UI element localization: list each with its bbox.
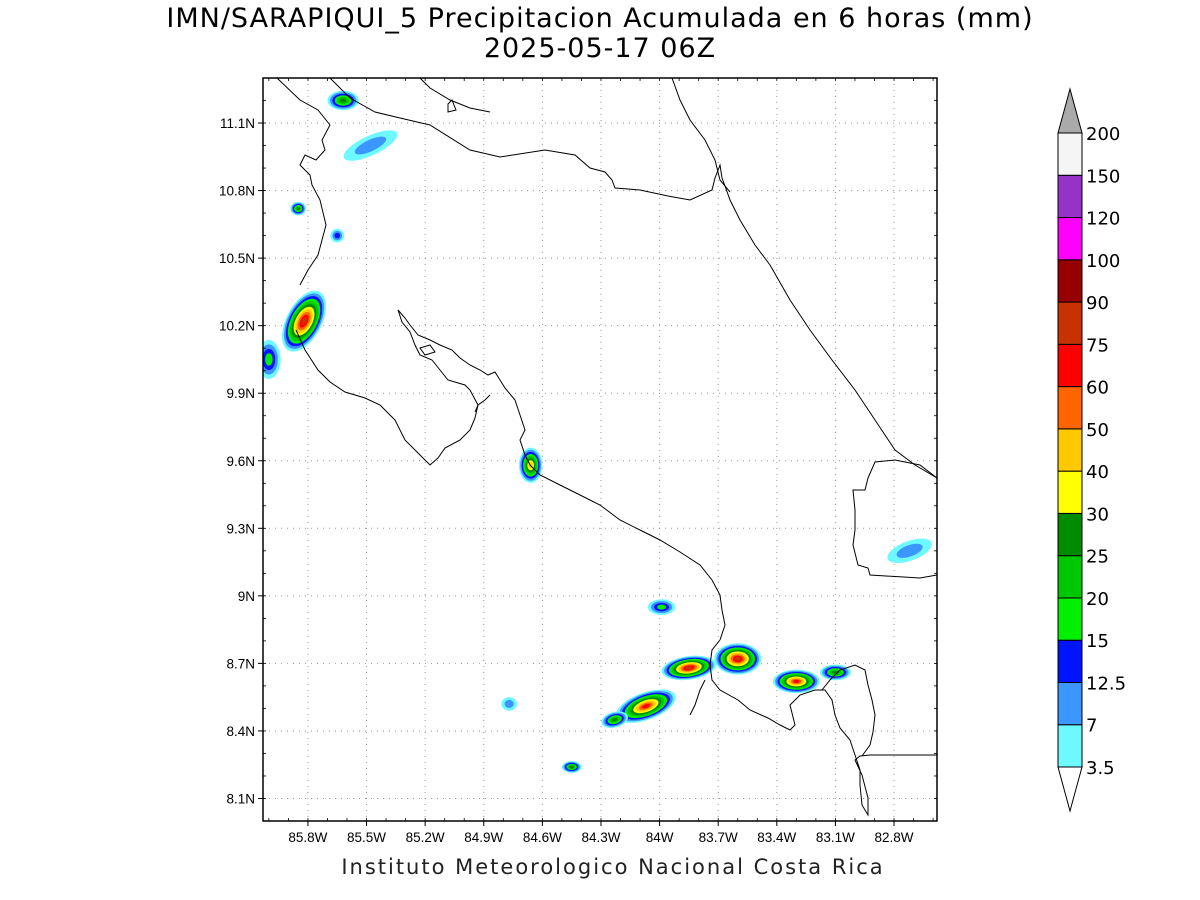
colorbar-label: 12.5	[1086, 673, 1126, 694]
lon-tick-label: 84W	[646, 830, 674, 845]
colorbar-label: 7	[1086, 716, 1097, 737]
lat-tick-label: 8.4N	[226, 724, 255, 739]
colorbar-label: 20	[1086, 589, 1109, 610]
lake-island	[447, 99, 457, 113]
footer-credit: Instituto Meteorologico Nacional Costa R…	[341, 855, 885, 879]
lon-tick-label: 85.5W	[347, 830, 386, 845]
lat-tick-label: 9.9N	[226, 386, 255, 401]
colorbar-label: 150	[1086, 166, 1120, 187]
colorbar-label: 75	[1086, 335, 1109, 356]
lat-tick-label: 9.6N	[226, 454, 255, 469]
precip-contour	[339, 98, 347, 103]
lon-tick-label: 82.8W	[875, 830, 914, 845]
nicoya-islet	[419, 344, 436, 356]
precip-contour	[793, 679, 800, 683]
colorbar-swatch	[1057, 217, 1083, 261]
colorbar-swatch	[1057, 428, 1083, 472]
precip-contour	[569, 765, 574, 769]
precip-contour	[896, 543, 923, 558]
lon-tick-label: 83.1W	[816, 830, 855, 845]
colorbar-label: 3.5	[1086, 758, 1115, 779]
colorbar-label: 100	[1086, 251, 1120, 272]
colorbar-swatch	[1057, 597, 1083, 641]
colorbar-swatch	[1057, 301, 1083, 345]
precip-contour	[334, 232, 341, 239]
map-datetime: 2025-05-17 06Z	[483, 33, 717, 64]
colorbar-label: 60	[1086, 378, 1109, 399]
colorbar-legend: 3.5 7 12.5 15 20 25 30 40 50 60 75 90 100 120 150 200	[1057, 87, 1126, 813]
colorbar-swatch	[1057, 555, 1083, 599]
lat-tick-label: 11.1N	[220, 116, 255, 131]
precip-contour	[301, 317, 307, 325]
colorbar-label: 25	[1086, 547, 1109, 568]
coastline-borders	[276, 78, 937, 817]
precip-contour	[685, 666, 693, 670]
coastline-caribbean	[671, 78, 937, 479]
border-panama	[852, 459, 937, 579]
colorbar-label: 40	[1086, 462, 1109, 483]
coastline-nicoya	[295, 309, 726, 641]
lon-tick-label: 84.6W	[523, 830, 562, 845]
colorbar-swatch	[1057, 386, 1083, 430]
lat-tick-label: 9.3N	[226, 521, 255, 536]
colorbar-label: 15	[1086, 631, 1109, 652]
precip-contour	[504, 699, 514, 708]
colorbar-top-arrow	[1057, 87, 1083, 134]
precipitation-field	[263, 90, 932, 773]
precip-contour	[296, 207, 300, 211]
lon-tick-label: 85.2W	[406, 830, 445, 845]
lat-tick-label: 8.7N	[226, 656, 255, 671]
colorbar-label: 200	[1086, 124, 1120, 145]
coastline-osa	[709, 639, 937, 817]
colorbar-swatch	[1057, 259, 1083, 303]
precip-contour	[354, 136, 387, 155]
map-plot-area	[263, 78, 937, 821]
colorbar-label: 30	[1086, 504, 1109, 525]
map-axes: 11.1N 10.8N 10.5N 10.2N 9.9N 9.6N 9.3N 9N 8.7N 8.…	[219, 77, 937, 845]
colorbar-swatch	[1057, 174, 1083, 219]
lon-tick-label: 84.9W	[464, 830, 503, 845]
border-panama-south	[821, 664, 876, 757]
colorbar-swatch	[1057, 132, 1083, 176]
colorbar-label: 120	[1086, 209, 1120, 230]
precip-contour	[265, 353, 273, 366]
colorbar-swatch	[1057, 639, 1083, 683]
lon-tick-label: 85.8W	[288, 830, 327, 845]
colorbar-swatch	[1057, 343, 1083, 388]
lat-tick-label: 10.8N	[219, 184, 255, 199]
precip-contour	[657, 604, 666, 610]
colorbar-label: 90	[1086, 293, 1109, 314]
plot-frame	[262, 77, 938, 822]
lat-tick-label: 10.5N	[219, 251, 255, 266]
precip-contour	[641, 703, 650, 709]
coastline-gulf	[474, 394, 491, 413]
precip-contour	[734, 656, 741, 661]
lon-tick-label: 83.4W	[757, 830, 796, 845]
colorbar-swatch	[1057, 724, 1083, 768]
lat-tick-label: 8.1N	[226, 791, 255, 806]
colorbar-bottom-arrow	[1057, 766, 1083, 813]
lake-shore	[419, 78, 491, 113]
precip-contour	[611, 717, 618, 722]
lat-tick-label: 10.2N	[219, 319, 255, 334]
lat-tick-label: 9N	[238, 589, 255, 604]
map-title: IMN/SARAPIQUI_5 Precipitacion Acumulada …	[166, 3, 1034, 34]
lon-tick-label: 84.3W	[581, 830, 620, 845]
map-grid	[263, 78, 937, 821]
lon-tick-label: 83.7W	[699, 830, 738, 845]
colorbar-swatch	[1057, 470, 1083, 514]
colorbar-swatch	[1057, 512, 1083, 557]
coastline-north	[276, 78, 331, 286]
coastline-dulce	[689, 679, 706, 716]
colorbar-label: 50	[1086, 420, 1109, 441]
colorbar-swatch	[1057, 681, 1083, 726]
